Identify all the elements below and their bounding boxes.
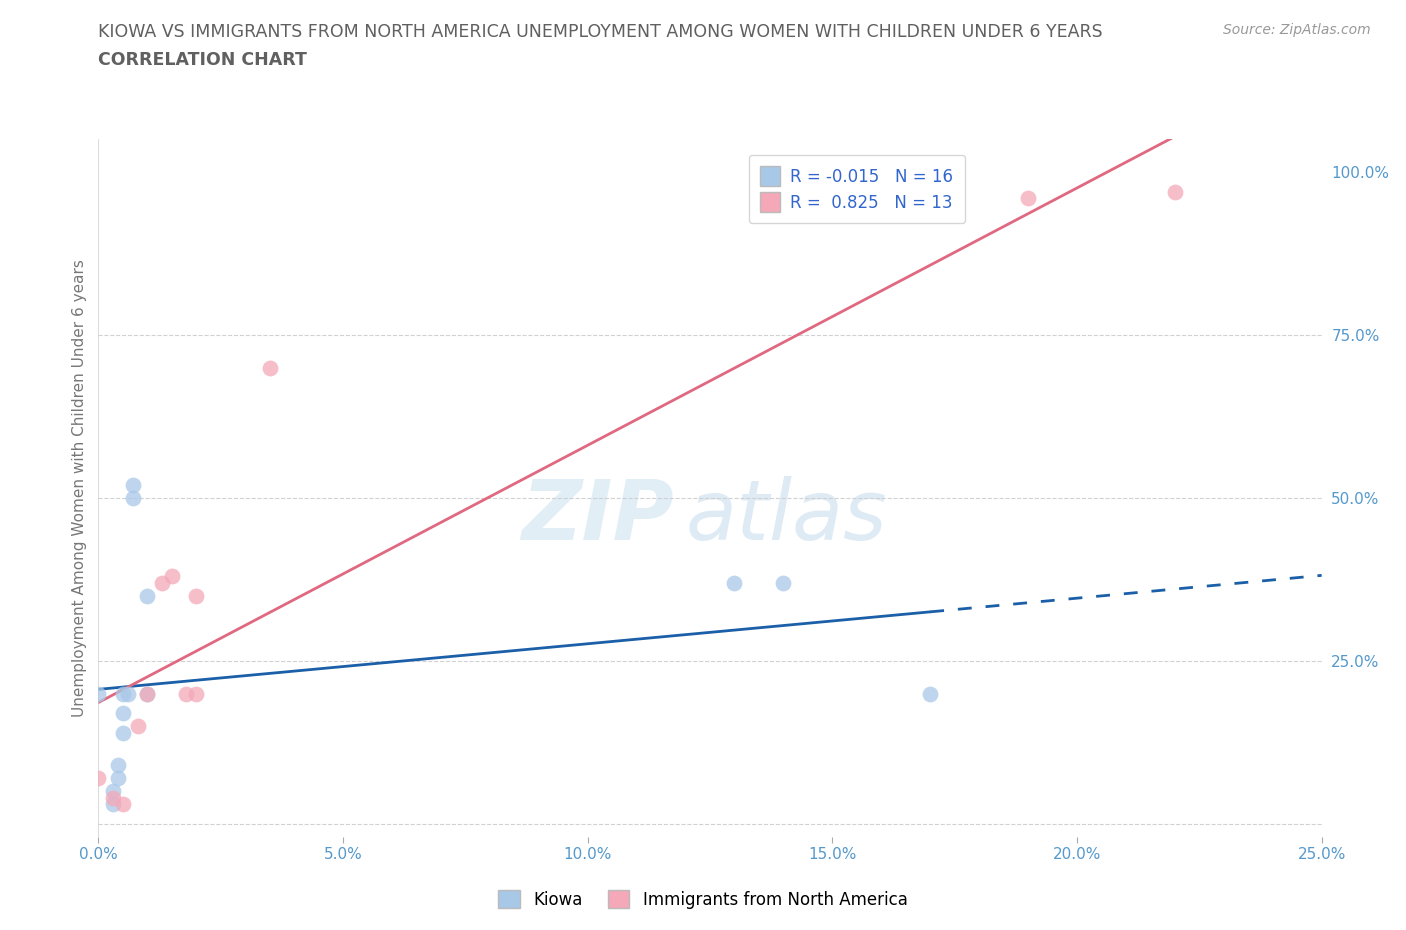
Point	[107, 758, 129, 773]
Point	[111, 706, 134, 721]
Point	[101, 790, 124, 805]
Point	[136, 589, 159, 604]
Point	[136, 686, 159, 701]
Y-axis label: Unemployment Among Women with Children Under 6 years: Unemployment Among Women with Children U…	[72, 259, 87, 717]
Point	[186, 589, 208, 604]
Point	[111, 725, 134, 740]
Text: atlas: atlas	[686, 475, 887, 557]
Point	[87, 686, 110, 701]
Legend: Kiowa, Immigrants from North America: Kiowa, Immigrants from North America	[491, 882, 915, 917]
Point	[121, 491, 143, 506]
Point	[186, 686, 208, 701]
Text: ZIP: ZIP	[520, 475, 673, 557]
Point	[111, 686, 134, 701]
Point	[127, 719, 149, 734]
Point	[920, 686, 942, 701]
Legend: R = -0.015   N = 16, R =  0.825   N = 13: R = -0.015 N = 16, R = 0.825 N = 13	[748, 154, 965, 223]
Point	[259, 360, 281, 375]
Point	[107, 771, 129, 786]
Point	[150, 576, 173, 591]
Point	[87, 771, 110, 786]
Point	[772, 576, 794, 591]
Point	[101, 797, 124, 812]
Point	[176, 686, 198, 701]
Point	[1017, 191, 1039, 206]
Text: KIOWA VS IMMIGRANTS FROM NORTH AMERICA UNEMPLOYMENT AMONG WOMEN WITH CHILDREN UN: KIOWA VS IMMIGRANTS FROM NORTH AMERICA U…	[98, 23, 1104, 41]
Point	[136, 686, 159, 701]
Point	[1164, 184, 1187, 199]
Point	[121, 477, 143, 492]
Point	[723, 576, 745, 591]
Point	[117, 686, 139, 701]
Text: CORRELATION CHART: CORRELATION CHART	[98, 51, 308, 69]
Point	[101, 784, 124, 799]
Point	[160, 569, 183, 584]
Point	[111, 797, 134, 812]
Text: Source: ZipAtlas.com: Source: ZipAtlas.com	[1223, 23, 1371, 37]
